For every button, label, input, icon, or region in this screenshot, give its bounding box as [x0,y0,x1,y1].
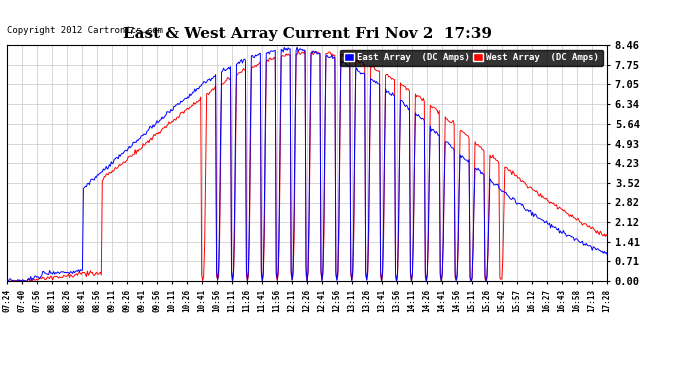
Title: East & West Array Current Fri Nov 2  17:39: East & West Array Current Fri Nov 2 17:3… [123,27,491,41]
Legend: East Array  (DC Amps), West Array  (DC Amps): East Array (DC Amps), West Array (DC Amp… [340,50,602,66]
Text: Copyright 2012 Cartronics.com: Copyright 2012 Cartronics.com [7,26,163,35]
